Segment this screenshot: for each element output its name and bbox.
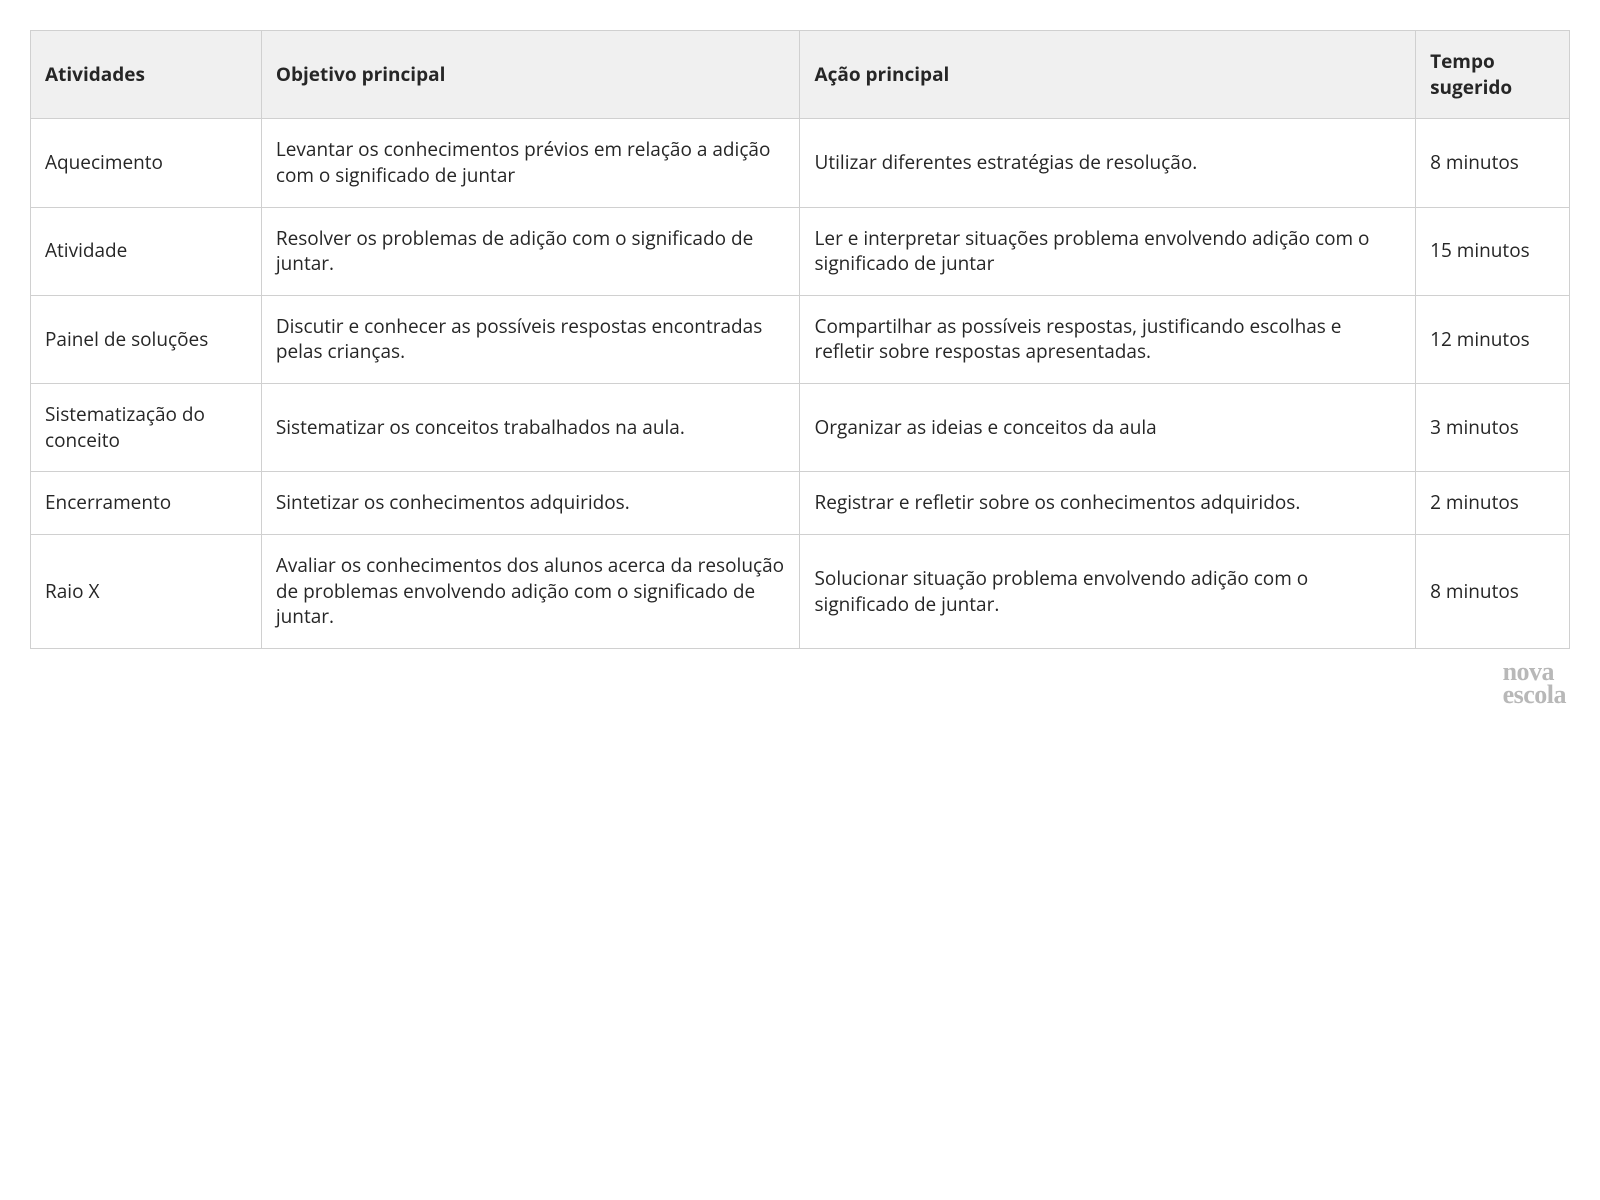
table-row: Encerramento Sintetizar os conhecimentos…	[31, 472, 1570, 535]
cell-objetivo: Avaliar os conhecimentos dos alunos acer…	[261, 535, 800, 649]
cell-tempo: 12 minutos	[1416, 295, 1570, 383]
cell-acao: Utilizar diferentes estratégias de resol…	[800, 119, 1416, 207]
logo-container: nova escola	[30, 661, 1570, 708]
cell-atividade: Atividade	[31, 207, 262, 295]
cell-atividade: Raio X	[31, 535, 262, 649]
cell-objetivo: Sistematizar os conceitos trabalhados na…	[261, 384, 800, 472]
cell-acao: Registrar e refletir sobre os conhecimen…	[800, 472, 1416, 535]
cell-tempo: 3 minutos	[1416, 384, 1570, 472]
logo-line2: escola	[1503, 684, 1566, 707]
cell-objetivo: Levantar os conhecimentos prévios em rel…	[261, 119, 800, 207]
col-header-tempo: Tempo sugerido	[1416, 31, 1570, 119]
cell-acao: Organizar as ideias e conceitos da aula	[800, 384, 1416, 472]
col-header-acao: Ação principal	[800, 31, 1416, 119]
cell-acao: Ler e interpretar situações problema env…	[800, 207, 1416, 295]
cell-atividade: Painel de soluções	[31, 295, 262, 383]
table-row: Painel de soluções Discutir e conhecer a…	[31, 295, 1570, 383]
nova-escola-logo: nova escola	[1503, 661, 1566, 707]
cell-acao: Compartilhar as possíveis respostas, jus…	[800, 295, 1416, 383]
cell-objetivo: Sintetizar os conhecimentos adquiridos.	[261, 472, 800, 535]
col-header-atividades: Atividades	[31, 31, 262, 119]
cell-tempo: 15 minutos	[1416, 207, 1570, 295]
cell-atividade: Sistematização do conceito	[31, 384, 262, 472]
cell-atividade: Aquecimento	[31, 119, 262, 207]
table-row: Aquecimento Levantar os conhecimentos pr…	[31, 119, 1570, 207]
cell-objetivo: Discutir e conhecer as possíveis respost…	[261, 295, 800, 383]
table-row: Atividade Resolver os problemas de adiçã…	[31, 207, 1570, 295]
cell-tempo: 8 minutos	[1416, 535, 1570, 649]
cell-objetivo: Resolver os problemas de adição com o si…	[261, 207, 800, 295]
activities-table: Atividades Objetivo principal Ação princ…	[30, 30, 1570, 649]
table-row: Raio X Avaliar os conhecimentos dos alun…	[31, 535, 1570, 649]
table-header-row: Atividades Objetivo principal Ação princ…	[31, 31, 1570, 119]
table-row: Sistematização do conceito Sistematizar …	[31, 384, 1570, 472]
col-header-objetivo: Objetivo principal	[261, 31, 800, 119]
cell-acao: Solucionar situação problema envolvendo …	[800, 535, 1416, 649]
cell-atividade: Encerramento	[31, 472, 262, 535]
cell-tempo: 8 minutos	[1416, 119, 1570, 207]
cell-tempo: 2 minutos	[1416, 472, 1570, 535]
